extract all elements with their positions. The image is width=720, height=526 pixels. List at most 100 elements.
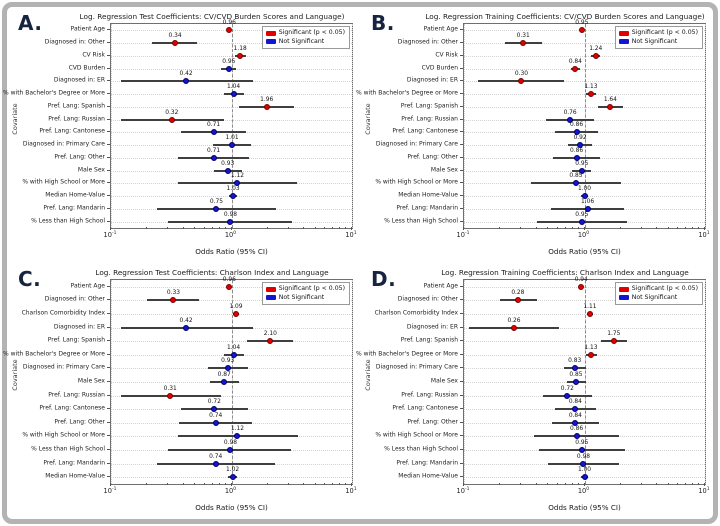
or-value-label: 0.98 — [223, 211, 237, 218]
or-value-label: 0.94 — [574, 276, 588, 283]
or-value-label: 0.95 — [222, 58, 236, 65]
y-tick — [107, 67, 110, 69]
y-tick — [107, 42, 110, 44]
x-minor-tick — [640, 227, 642, 229]
x-minor-tick — [194, 227, 196, 229]
legend-swatch-not-significant-icon — [265, 39, 276, 45]
legend-label-not-significant: Not Significant — [278, 293, 325, 301]
or-value-label: 1.03 — [226, 186, 240, 193]
legend-b: Significant (p < 0.05) Not Significant — [614, 26, 703, 49]
y-tick — [107, 421, 110, 423]
or-value-label: 0.86 — [570, 122, 584, 129]
or-value-label: 0.86 — [570, 426, 584, 433]
y-tick — [460, 299, 463, 301]
or-value-label: 0.42 — [179, 317, 193, 324]
x-minor-tick — [182, 227, 184, 229]
x-minor-tick — [146, 483, 148, 485]
y-tick — [107, 105, 110, 107]
y-tick — [460, 80, 463, 82]
x-tick-label: 101 — [698, 487, 710, 496]
data-point-significant — [226, 27, 233, 34]
or-value-label: 0.93 — [221, 160, 235, 167]
y-tick — [107, 220, 110, 222]
data-point-not-significant — [573, 433, 580, 440]
x-minor-tick — [520, 483, 522, 485]
x-minor-tick — [656, 227, 658, 229]
panel-letter-b: B. — [371, 11, 395, 35]
y-tick — [107, 131, 110, 133]
x-minor-tick — [211, 227, 213, 229]
data-point-not-significant — [221, 379, 228, 385]
x-tick-label: 100 — [224, 487, 237, 496]
x-minor-tick — [577, 483, 579, 485]
panel-d: D. Log. Regression Training Coefficients… — [356, 263, 713, 519]
y-tick — [107, 285, 110, 287]
x-minor-tick — [167, 227, 169, 229]
x-minor-tick — [266, 483, 268, 485]
or-value-label: 0.95 — [575, 211, 589, 218]
plot-area-c: Significant (p < 0.05) Not Significant 0… — [110, 277, 353, 485]
y-tick — [107, 313, 110, 314]
y-tick — [107, 449, 110, 450]
x-minor-tick — [577, 227, 579, 229]
x-minor-tick — [182, 483, 184, 485]
data-point-significant — [572, 65, 579, 72]
x-minor-tick — [287, 483, 289, 485]
y-tick — [460, 182, 463, 184]
y-tick-label: Pref. Lang: Other — [407, 153, 458, 161]
y-tick — [107, 340, 110, 342]
y-tick-label: Pref. Lang: Cantonese — [392, 127, 458, 135]
x-minor-tick — [535, 483, 537, 485]
data-point-not-significant — [567, 116, 574, 123]
y-tick — [460, 435, 463, 437]
panel-c: C. Log. Regression Test Coefficients: Ch… — [3, 263, 360, 519]
legend-label-not-significant: Not Significant — [278, 37, 325, 45]
y-tick-label: Median Home-Value — [45, 472, 105, 480]
y-tick-label: Diagnosed in: Other — [44, 38, 105, 46]
y-tick-label: Median Home-Value — [398, 472, 458, 480]
y-tick-label: Pref. Lang: Other — [54, 153, 105, 161]
y-tick-label: Pref. Lang: Other — [54, 418, 105, 426]
y-tick-label: % with High School or More — [375, 431, 458, 439]
data-point-significant — [263, 103, 270, 110]
data-point-significant — [237, 52, 244, 59]
legend-item-not-significant: Not Significant — [618, 38, 698, 47]
data-point-significant — [168, 116, 175, 123]
y-tick — [460, 54, 463, 56]
data-point-not-significant — [225, 65, 232, 72]
x-gridline — [705, 280, 706, 484]
y-tick-label: Diagnosed in: Other — [397, 38, 458, 46]
x-tick — [110, 227, 111, 230]
y-tick — [107, 207, 110, 209]
y-tick — [460, 367, 463, 369]
y-tick-label: Male Sex — [77, 166, 105, 174]
y-tick-label: Charlson Comorbidity Index — [21, 309, 105, 317]
legend-item-significant: Significant (p < 0.05) — [265, 285, 345, 294]
or-value-label: 1.75 — [607, 331, 621, 338]
y-tick-label: Diagnosed in: Primary Care — [375, 140, 458, 148]
data-point-not-significant — [224, 365, 231, 372]
x-minor-tick — [692, 227, 694, 229]
y-tick-label: Pref. Lang: Mandarin — [43, 204, 105, 212]
or-value-label: 1.04 — [226, 344, 241, 351]
y-tick-label: Male Sex — [430, 166, 458, 174]
data-point-not-significant — [183, 324, 190, 331]
or-value-label: 0.95 — [575, 20, 589, 27]
y-tick-label: Diagnosed in: Other — [44, 295, 105, 303]
y-tick — [460, 462, 463, 464]
x-minor-tick — [571, 483, 573, 485]
x-tick — [583, 227, 585, 230]
y-tick — [460, 195, 463, 197]
legend-c: Significant (p < 0.05) Not Significant — [261, 282, 350, 305]
data-point-significant — [592, 52, 599, 59]
data-point-not-significant — [229, 474, 236, 481]
legend-item-significant: Significant (p < 0.05) — [618, 285, 698, 294]
x-gridline — [464, 24, 465, 228]
x-tick-label: 10-1 — [103, 487, 117, 496]
data-point-not-significant — [572, 419, 579, 426]
data-point-not-significant — [211, 406, 218, 413]
x-minor-tick — [339, 227, 341, 229]
y-tick-label: % with High School or More — [22, 431, 105, 439]
or-value-label: 1.13 — [584, 344, 598, 351]
or-value-label: 0.76 — [563, 109, 577, 116]
